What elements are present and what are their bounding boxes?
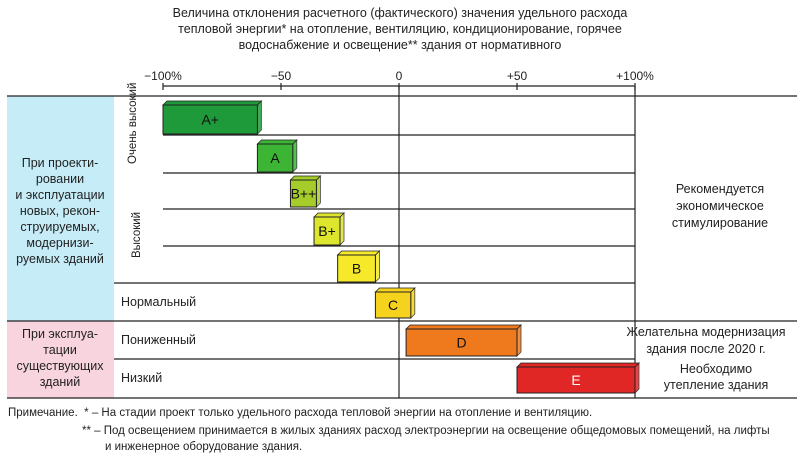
bar-label: B++ bbox=[291, 186, 317, 202]
group-new-line: При проекти- bbox=[22, 156, 99, 170]
x-tick-label: −50 bbox=[271, 69, 292, 83]
bar-side bbox=[516, 324, 522, 357]
annotation-stimulus: стимулирование bbox=[672, 216, 768, 230]
bar-top bbox=[313, 212, 345, 218]
title-line-3: водоснабжение и освещение** здания от но… bbox=[239, 38, 562, 52]
row-label-high: Высокий bbox=[131, 212, 143, 258]
bar-front bbox=[337, 254, 376, 283]
bar-label: B bbox=[352, 261, 361, 277]
group-existing-line: При эксплуа- bbox=[22, 327, 98, 341]
bar-top bbox=[516, 362, 640, 368]
bar-top bbox=[256, 139, 298, 145]
bar-front bbox=[256, 143, 294, 173]
x-tick-label: +100% bbox=[616, 69, 654, 83]
group-new-line: ровании bbox=[36, 172, 84, 186]
bar-side bbox=[339, 212, 345, 246]
group-label-existing: При эксплуа- тации существующих зданий bbox=[16, 327, 104, 389]
rating-chart: Величина отклонения расчетного (фактичес… bbox=[7, 6, 797, 399]
bar-aplus: A+ bbox=[162, 100, 263, 135]
annotation-stimulus: экономическое bbox=[676, 199, 764, 213]
bar-top bbox=[374, 287, 416, 293]
bar-b: B bbox=[336, 250, 381, 283]
bar-front bbox=[162, 104, 258, 135]
group-new-line: и эксплуатации bbox=[15, 188, 104, 202]
bar-front bbox=[313, 216, 341, 246]
note-lead: Примечание. bbox=[8, 407, 78, 419]
bar-front bbox=[516, 366, 636, 394]
bar-top bbox=[405, 324, 522, 330]
bar-c: C bbox=[374, 287, 416, 319]
bar-top bbox=[336, 250, 381, 256]
chart-title: Величина отклонения расчетного (фактичес… bbox=[173, 6, 628, 52]
bar-d: D bbox=[405, 324, 522, 357]
note-star-2: ** – Под освещением принимается в жилых … bbox=[82, 425, 770, 437]
bar-side bbox=[292, 139, 298, 173]
bar-front bbox=[405, 328, 518, 357]
bar-side bbox=[256, 100, 262, 135]
group-existing-line: зданий bbox=[40, 375, 81, 389]
row-label-very-high: Очень высокий bbox=[127, 83, 139, 164]
x-tick-label: −100% bbox=[144, 69, 182, 83]
annotation-stimulus: Рекомендуется bbox=[676, 182, 764, 196]
title-line-1: Величина отклонения расчетного (фактичес… bbox=[173, 6, 628, 20]
bar-label: A bbox=[270, 150, 280, 166]
row-label-reduced: Пониженный bbox=[121, 333, 196, 347]
row-label-normal: Нормальный bbox=[121, 295, 196, 309]
bar-label: E bbox=[571, 372, 580, 388]
group-new-line: руемых зданий bbox=[16, 252, 104, 266]
note-line-1: Примечание. * – На стадии проект только … bbox=[8, 406, 592, 420]
group-box-existing-buildings bbox=[7, 321, 114, 398]
group-new-line: струируемых, bbox=[20, 220, 99, 234]
annotation-modernization: здания после 2020 г. bbox=[646, 342, 765, 356]
bar-side bbox=[410, 287, 416, 319]
annotation-modernization: Желательна модернизация bbox=[626, 325, 785, 339]
bar-label: D bbox=[456, 335, 466, 351]
bar-top bbox=[162, 100, 263, 106]
group-existing-line: существующих bbox=[16, 359, 104, 373]
bars-layer: A+ A B++ B+ B C D E bbox=[162, 100, 640, 394]
row-label-low: Низкий bbox=[121, 371, 162, 385]
group-new-line: модернизи- bbox=[26, 236, 93, 250]
group-new-line: новых, рекон- bbox=[20, 204, 100, 218]
note-star-2-cont: и инженерное оборудование здания. bbox=[105, 441, 303, 453]
bar-side bbox=[374, 250, 380, 283]
bar-bplus: B+ bbox=[313, 212, 345, 246]
bar-a: A bbox=[256, 139, 298, 173]
bar-label: C bbox=[388, 297, 398, 313]
annotation-insulation: Необходимо bbox=[680, 362, 752, 376]
x-tick-label: 0 bbox=[396, 69, 403, 83]
group-box-new-buildings bbox=[7, 96, 114, 321]
note-line-2: ** – Под освещением принимается в жилых … bbox=[82, 424, 770, 438]
bar-e: E bbox=[516, 362, 640, 394]
bar-front bbox=[289, 179, 317, 208]
bar-top bbox=[289, 175, 322, 181]
group-label-new: При проекти- ровании и эксплуатации новы… bbox=[15, 156, 104, 266]
x-axis-ticks: −100% −50 0 +50 +100% bbox=[144, 69, 654, 83]
bar-label: A+ bbox=[201, 112, 219, 128]
note-star-1: * – На стадии проект только удельного ра… bbox=[84, 407, 593, 419]
x-axis-tickmarks bbox=[162, 83, 636, 90]
x-tick-label: +50 bbox=[507, 69, 528, 83]
bar-label: B+ bbox=[318, 223, 336, 239]
title-line-2: тепловой энергии* на отопление, вентиляц… bbox=[178, 22, 622, 36]
bar-front bbox=[374, 291, 412, 319]
bar-side bbox=[634, 362, 640, 394]
annotation-insulation: утепление здания bbox=[664, 378, 768, 392]
group-existing-line: тации bbox=[43, 343, 77, 357]
note-line-3: и инженерное оборудование здания. bbox=[105, 440, 302, 454]
bar-bplusplus: B++ bbox=[289, 175, 322, 208]
bar-side bbox=[315, 175, 321, 208]
